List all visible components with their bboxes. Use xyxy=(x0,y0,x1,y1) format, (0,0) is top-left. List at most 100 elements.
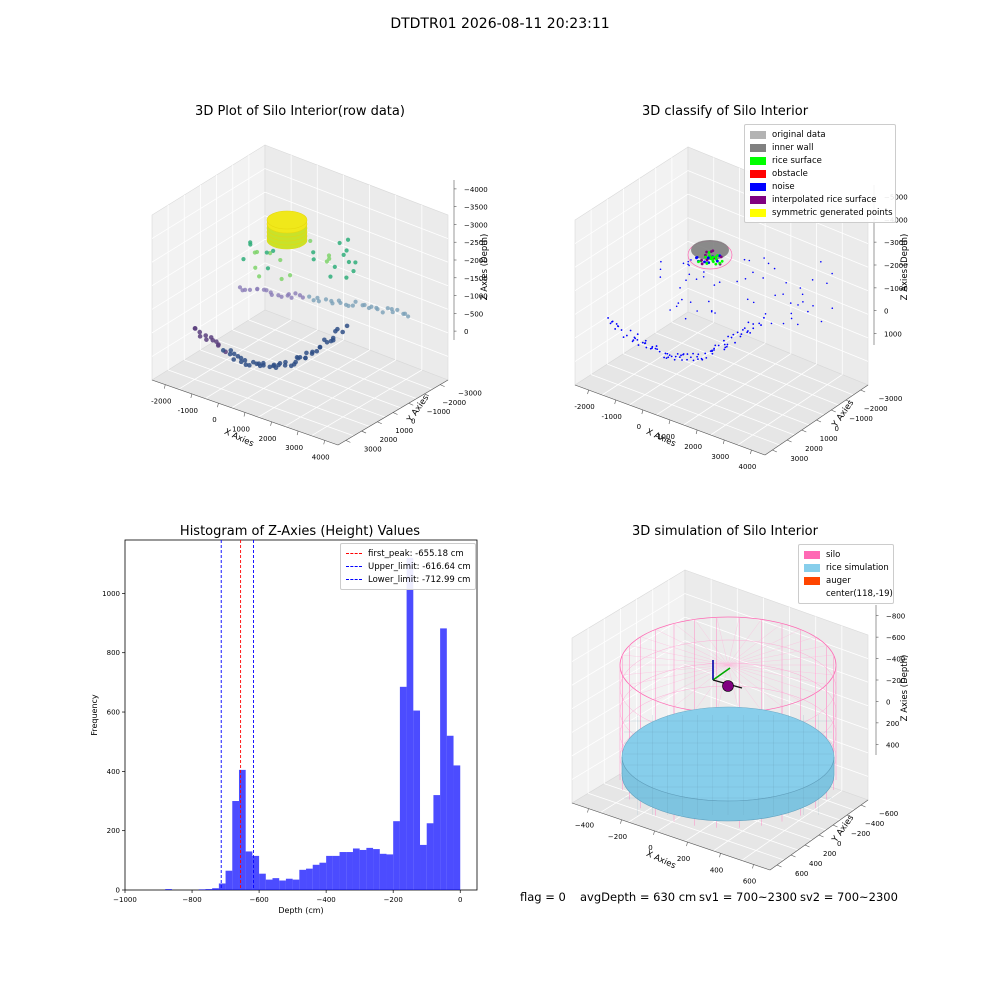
plot1-point xyxy=(216,342,221,347)
plot2-point xyxy=(611,320,614,323)
histogram-bar xyxy=(399,686,407,890)
plot1-z-tick-label: 0 xyxy=(464,328,468,336)
plot4-auger xyxy=(712,660,743,692)
plot1-point xyxy=(311,250,316,255)
plot4-silo-spoke xyxy=(727,664,801,701)
plot1-point xyxy=(265,266,271,271)
plot2-center-cluster xyxy=(687,240,733,270)
plot2-point xyxy=(782,293,784,295)
histogram-bar xyxy=(232,801,239,890)
plot1-point xyxy=(326,253,332,258)
plot2-point xyxy=(711,352,714,355)
plot2-point xyxy=(673,358,676,361)
plot1-x-tick-label: 3000 xyxy=(285,444,303,452)
plot1-x-tick-label: 4000 xyxy=(312,453,330,461)
plot1-y-tick xyxy=(345,440,351,443)
plot1-y-tick xyxy=(392,412,398,415)
plot4-y-tick xyxy=(846,814,852,818)
plot1-point xyxy=(351,269,356,274)
plot1-point xyxy=(401,311,406,317)
plot2-point xyxy=(831,272,833,275)
plot2-point xyxy=(664,352,667,355)
plot4-grid-line xyxy=(741,790,843,861)
plot2-point xyxy=(709,350,712,353)
plot4-y-tick xyxy=(776,864,782,868)
plot2-point xyxy=(730,336,733,339)
plot4-silo-spoke xyxy=(727,645,827,666)
plot2-point xyxy=(689,356,692,359)
plot1-z-tick-label: −4000 xyxy=(464,186,488,194)
plot1-x-tick xyxy=(217,403,219,408)
plot2-point xyxy=(641,341,644,344)
plot1-point xyxy=(267,364,273,370)
plot2-y-tick xyxy=(845,399,851,403)
plot1-point xyxy=(267,250,273,256)
histogram-bar xyxy=(379,853,387,890)
plot2-point xyxy=(660,260,662,263)
plot1-x-tick xyxy=(323,440,326,445)
plot4-z-tick-label: −200 xyxy=(886,677,905,685)
plot1-point xyxy=(324,259,329,264)
plot2-point xyxy=(681,359,683,361)
legend-item-rice-simulation: rice simulation xyxy=(804,561,889,574)
plot1-point xyxy=(197,329,203,335)
plot1-grid-line xyxy=(231,339,344,409)
plot2-point xyxy=(726,343,729,346)
plot4-silo-spoke xyxy=(673,664,729,707)
plot4-z-tick-label: 400 xyxy=(886,741,899,749)
histogram-bar xyxy=(285,878,293,890)
legend-item-original-data: original data xyxy=(750,128,890,141)
plot2-grid-line xyxy=(574,217,689,292)
plot4-y-tick xyxy=(818,834,824,838)
plot2-x-tick xyxy=(668,419,671,425)
histogram-ytick-label: 600 xyxy=(107,709,120,717)
histogram-xtick-label: 0 xyxy=(458,896,462,904)
plot1-grid-line xyxy=(200,349,386,418)
plot2-grid-line xyxy=(687,264,869,339)
plot2-point xyxy=(708,300,710,303)
plot1-point xyxy=(293,359,298,365)
histogram-bar xyxy=(413,710,421,890)
plot2-point xyxy=(655,345,658,347)
plot4-silo-spoke xyxy=(629,645,729,666)
plot4-center-marker xyxy=(722,680,734,692)
plot2-grid-line xyxy=(574,288,689,362)
legend-swatch xyxy=(750,195,766,204)
plot2-point xyxy=(782,322,785,325)
plot1-point xyxy=(269,292,274,298)
plot4-grid-line xyxy=(571,663,686,733)
plot1-point xyxy=(297,293,303,298)
plot2-y-tick-label: −1000 xyxy=(849,415,873,423)
plot2-y-tick-label: 1000 xyxy=(820,435,838,443)
plot2-x-tick-label: 4000 xyxy=(739,463,757,471)
plot1-point xyxy=(335,326,340,332)
plot2-point xyxy=(685,279,687,282)
plot2-point xyxy=(718,281,721,283)
histogram-bar xyxy=(252,855,260,890)
plot2-grid-line xyxy=(656,342,766,416)
histogram-bar xyxy=(312,864,320,890)
plot1-grid-line xyxy=(151,286,266,357)
plot1-point xyxy=(309,351,315,356)
legend-swatch xyxy=(804,563,820,572)
plot2-x-tick xyxy=(722,439,725,445)
plot2-cluster-point xyxy=(703,260,706,264)
plot2-point xyxy=(732,333,735,336)
legend-swatch xyxy=(804,576,820,585)
legend-item-lower-limit: Lower_limit: -712.99 cm xyxy=(346,573,470,586)
plot2-point xyxy=(760,324,762,326)
plot2-z-tick-label: −2000 xyxy=(884,262,908,270)
plot2-y-tick xyxy=(831,409,836,413)
avg-depth-text: avgDepth = 630 cm xyxy=(580,890,697,904)
plot2-cluster-point xyxy=(695,256,698,260)
plot1-point xyxy=(261,363,266,368)
plot2-x-tick xyxy=(614,399,617,405)
plot2-point xyxy=(656,348,659,351)
plot2-point xyxy=(688,264,690,267)
plot4-x-tick-label: 400 xyxy=(710,866,723,874)
legend-swatch xyxy=(750,182,766,191)
plot1-point xyxy=(337,240,342,246)
plot2-point xyxy=(697,353,700,356)
plot1-point xyxy=(380,310,385,315)
plot1-point xyxy=(242,358,248,363)
